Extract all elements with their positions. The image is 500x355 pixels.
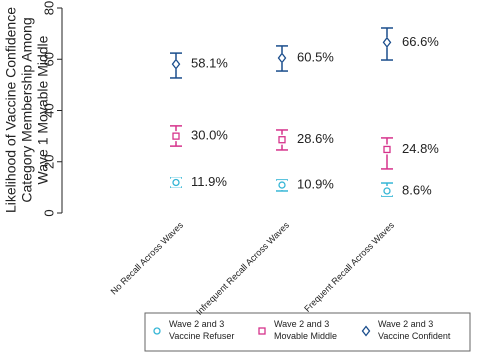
marker-bg: [382, 185, 392, 196]
data-label: 24.8%: [402, 141, 439, 156]
data-label: 11.9%: [191, 174, 227, 189]
marker: [382, 36, 392, 48]
x-tick-label: Infrequent Recall Across Waves: [194, 220, 291, 317]
marker-bg: [382, 37, 392, 48]
y-axis-label: Wave 1 Movable Middle: [35, 35, 51, 184]
marker: [172, 132, 180, 140]
y-tick-label: 60: [41, 52, 56, 66]
marker: [171, 58, 181, 70]
data-label: 60.5%: [297, 49, 334, 64]
marker: [277, 52, 287, 64]
marker-bg: [171, 177, 181, 188]
marker-bg: [171, 131, 181, 142]
marker-bg: [277, 52, 287, 63]
y-axis-label: Likelihood of Vaccine Confidence: [3, 7, 19, 213]
data-label: 8.6%: [402, 182, 432, 197]
y-tick-label: 80: [41, 1, 56, 15]
marker-bg: [382, 144, 392, 155]
x-tick-label: Frequent Recall Across Waves: [302, 220, 396, 314]
marker: [278, 136, 286, 144]
data-label: 28.6%: [297, 131, 334, 146]
y-tick-label: 0: [41, 209, 56, 216]
legend-label: Wave 2 and 3 Vaccine Refuser: [169, 319, 234, 341]
marker: [383, 145, 391, 154]
data-label: 58.1%: [191, 56, 228, 71]
y-tick-label: 40: [41, 103, 56, 117]
y-tick-label: 20: [41, 155, 56, 169]
marker: [258, 327, 266, 335]
marker-bg: [277, 180, 287, 191]
marker: [361, 325, 371, 337]
legend-box: [144, 312, 471, 352]
marker-bg: [171, 59, 181, 70]
marker: [383, 187, 391, 195]
data-label: 30.0%: [191, 128, 228, 143]
data-label: 10.9%: [297, 177, 334, 192]
x-tick-label: No Recall Across Waves: [109, 220, 186, 297]
marker: [172, 178, 180, 187]
marker-bg: [277, 134, 287, 145]
legend-label: Wave 2 and 3 Vaccine Confident: [378, 319, 451, 341]
marker: [153, 327, 161, 335]
marker: [278, 181, 286, 189]
legend-label: Wave 2 and 3 Movable Middle: [274, 319, 337, 341]
y-axis-label: Category Membership Among: [19, 17, 35, 202]
data-label: 66.6%: [402, 34, 439, 49]
